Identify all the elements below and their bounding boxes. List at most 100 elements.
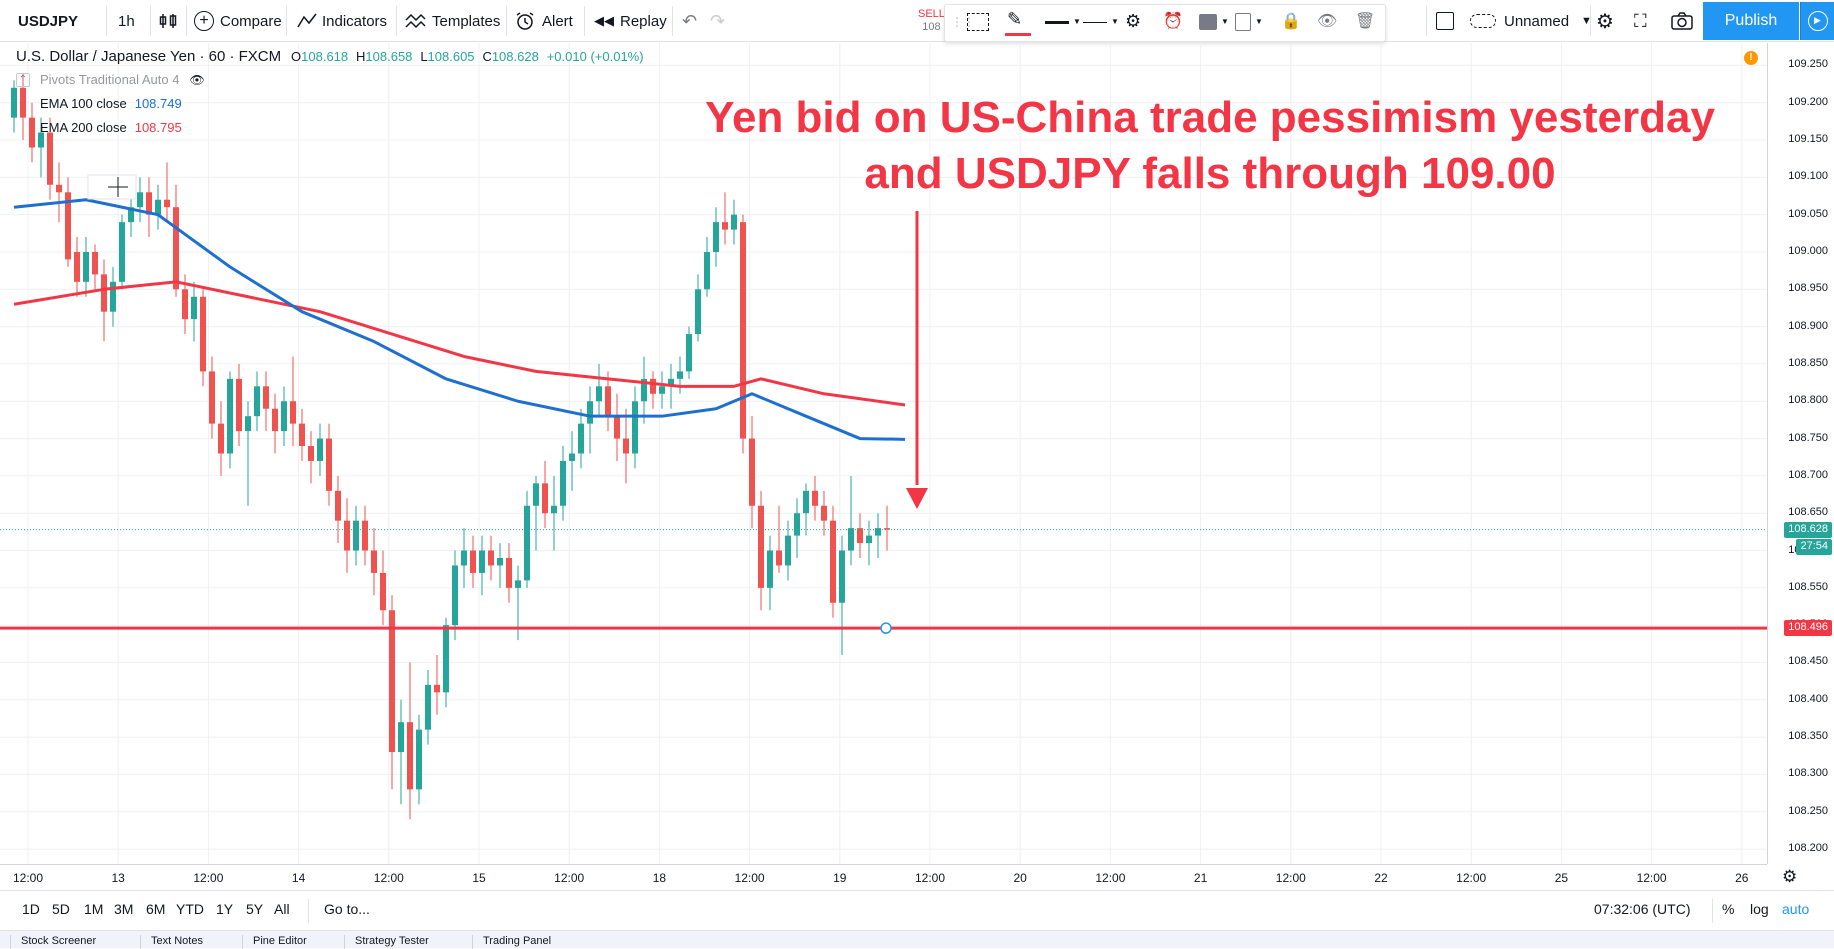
range-button-5d[interactable]: 5D bbox=[52, 901, 70, 917]
settings-button[interactable]: ⚙ bbox=[1596, 0, 1614, 42]
auto-toggle[interactable]: auto bbox=[1782, 901, 1810, 917]
layers-icon[interactable] bbox=[1199, 14, 1217, 30]
drag-handle-icon[interactable]: ⋮⋮ bbox=[951, 15, 975, 29]
candle-body bbox=[308, 446, 314, 461]
indicator-ema100[interactable]: EMA 100 close 108.749 bbox=[16, 96, 182, 111]
annotation-line-1: Yen bid on US-China trade pessimism yest… bbox=[705, 93, 1715, 142]
candle-body bbox=[821, 505, 827, 521]
low-value: 108.605 bbox=[427, 49, 475, 64]
clock-label[interactable]: 07:32:06 (UTC) bbox=[1594, 901, 1691, 917]
range-button-all[interactable]: All bbox=[274, 901, 290, 917]
price-tick-label: 108.800 bbox=[1788, 394, 1828, 407]
replay-button[interactable]: ◀◀ Replay bbox=[594, 0, 667, 42]
indicator-name: EMA 200 close bbox=[40, 120, 127, 135]
chart-annotation-text[interactable]: Yen bid on US-China trade pessimism yest… bbox=[660, 90, 1760, 202]
bottom-toolbar: Go to... 07:32:06 (UTC) % log auto 1D 5D 1… bbox=[0, 890, 1834, 930]
sell-button[interactable]: SELL 108 bbox=[918, 0, 945, 42]
range-button-3m[interactable]: 3M bbox=[114, 901, 134, 917]
indicator-pivots[interactable]: ⌃ Pivots Traditional Auto 4 👁 bbox=[16, 72, 205, 87]
tab-pine-editor[interactable]: Pine Editor bbox=[242, 935, 317, 949]
tab-stock-screener[interactable]: Stock Screener bbox=[10, 935, 106, 949]
price-tick-label: 108.950 bbox=[1788, 282, 1828, 295]
price-chart[interactable] bbox=[0, 43, 1767, 864]
candle-body bbox=[155, 199, 161, 215]
price-tick-label: 109.150 bbox=[1788, 133, 1828, 146]
sell-label: SELL bbox=[918, 8, 945, 20]
tab-trading-panel[interactable]: Trading Panel bbox=[472, 935, 561, 949]
clone-icon[interactable] bbox=[1235, 13, 1251, 31]
pencil-icon[interactable]: ✎ bbox=[1007, 9, 1023, 29]
price-tick-label: 108.450 bbox=[1788, 655, 1828, 668]
line-dash-icon[interactable] bbox=[1083, 22, 1107, 23]
ema200-line bbox=[13, 280, 906, 407]
gear-icon[interactable]: ⚙ bbox=[1125, 11, 1142, 31]
camera-icon bbox=[1671, 12, 1693, 30]
low-label: L bbox=[420, 49, 428, 64]
price-axis[interactable]: 109.250 109.200 109.150 109.100 109.050 109.0… bbox=[1767, 43, 1834, 864]
select-box-button[interactable] bbox=[1436, 0, 1454, 42]
range-button-6m[interactable]: 6M bbox=[146, 901, 166, 917]
candle-body bbox=[20, 87, 26, 118]
close-value: 108.628 bbox=[491, 49, 539, 64]
range-button-1m[interactable]: 1M bbox=[84, 901, 104, 917]
alert-button[interactable]: Alert bbox=[514, 0, 573, 42]
price-tick-label: 108.550 bbox=[1788, 580, 1828, 593]
tab-text-notes[interactable]: Text Notes bbox=[140, 935, 213, 949]
interval-button[interactable]: 1h bbox=[118, 12, 135, 30]
collapse-icon[interactable]: ⌃ bbox=[16, 72, 30, 87]
candle-body bbox=[83, 251, 89, 282]
redo-button[interactable]: ↷ bbox=[710, 0, 725, 42]
chart-legend: U.S. Dollar / Japanese Yen · 60 · FXCM O… bbox=[16, 48, 644, 65]
video-button[interactable]: ▶ bbox=[1800, 2, 1834, 40]
candle-body bbox=[569, 453, 575, 461]
line-width-icon[interactable] bbox=[1045, 21, 1069, 24]
goto-button[interactable]: Go to... bbox=[324, 901, 370, 917]
gear-icon[interactable]: ⚙ bbox=[1782, 867, 1798, 886]
candle-body bbox=[173, 207, 179, 290]
eye-icon[interactable]: 👁 bbox=[1317, 13, 1338, 30]
toolbar-divider bbox=[286, 6, 287, 36]
indicators-icon bbox=[297, 13, 317, 28]
square-icon bbox=[1436, 12, 1454, 30]
range-button-5y[interactable]: 5Y bbox=[246, 901, 264, 917]
symbol-search-button[interactable]: USDJPY bbox=[18, 12, 79, 30]
layout-name-button[interactable]: Unnamed ▼ bbox=[1470, 0, 1592, 42]
lock-icon[interactable]: 🔒 bbox=[1281, 13, 1301, 30]
indicator-ema200[interactable]: EMA 200 close 108.795 bbox=[16, 120, 182, 135]
candle-body bbox=[857, 528, 863, 544]
chart-style-button[interactable] bbox=[158, 0, 178, 42]
candle-body bbox=[875, 528, 881, 536]
candle-body bbox=[587, 401, 593, 424]
range-button-ytd[interactable]: YTD bbox=[176, 901, 204, 917]
candle-body bbox=[74, 251, 80, 282]
candle-body bbox=[605, 386, 611, 417]
candle-body bbox=[191, 296, 197, 320]
range-button-1y[interactable]: 1Y bbox=[216, 901, 234, 917]
bottom-panel-tabs: Stock Screener Text Notes Pine Editor St… bbox=[0, 930, 1834, 949]
compare-button[interactable]: + Compare bbox=[194, 0, 282, 42]
line-style-icon[interactable] bbox=[967, 13, 989, 31]
sell-price: 108 bbox=[922, 21, 941, 33]
range-button-1d[interactable]: 1D bbox=[22, 901, 40, 917]
publish-button[interactable]: Publish bbox=[1703, 2, 1799, 40]
time-tick-label: 12:00 bbox=[1636, 871, 1667, 885]
undo-button[interactable]: ↶ bbox=[682, 0, 697, 42]
candle-body bbox=[389, 610, 395, 753]
trash-icon[interactable]: 🗑 bbox=[1355, 13, 1376, 30]
candle-body bbox=[713, 222, 719, 252]
warning-icon[interactable]: ! bbox=[1744, 51, 1758, 65]
chart-pane[interactable] bbox=[0, 43, 1834, 864]
snapshot-button[interactable] bbox=[1670, 0, 1694, 42]
indicators-button[interactable]: Indicators bbox=[296, 0, 387, 42]
log-toggle[interactable]: log bbox=[1750, 901, 1769, 917]
price-tick-label: 109.250 bbox=[1788, 58, 1828, 71]
templates-button[interactable]: Templates bbox=[404, 0, 500, 42]
alert-add-icon[interactable]: ⏰ bbox=[1163, 13, 1183, 30]
candle-body bbox=[452, 565, 458, 626]
fullscreen-button[interactable]: ⛶ bbox=[1634, 0, 1647, 42]
tab-strategy-tester[interactable]: Strategy Tester bbox=[344, 935, 439, 949]
percent-toggle[interactable]: % bbox=[1722, 901, 1735, 917]
eye-crossed-icon[interactable]: 👁 bbox=[189, 72, 205, 87]
time-axis[interactable]: ⚙ 12:00 13 12:00 14 12:00 15 12:00 18 12:00 19 12:… bbox=[0, 864, 1797, 890]
toolbar-divider bbox=[106, 6, 107, 36]
